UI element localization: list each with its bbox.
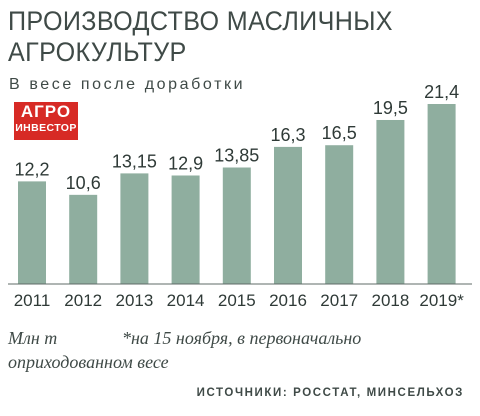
bar-2016: [274, 146, 302, 284]
value-label-2014: 12,9: [168, 153, 203, 173]
category-label-2019*: 2019*: [419, 291, 464, 310]
footnote-line-2: оприходованном весе: [8, 352, 169, 372]
value-label-2016: 16,3: [270, 125, 305, 145]
category-label-2011: 2011: [14, 291, 51, 310]
chart-title: ПРОИЗВОДСТВО МАСЛИЧНЫХ АГРОКУЛЬТУР: [8, 6, 422, 68]
value-label-2019*: 21,4: [424, 82, 459, 102]
value-label-2017: 16,5: [322, 123, 357, 143]
value-label-2018: 19,5: [373, 98, 408, 118]
units-note: Млн т: [8, 328, 58, 348]
bar-2013: [120, 173, 149, 284]
category-label-2012: 2012: [64, 291, 102, 310]
bar-2011: [18, 181, 46, 284]
category-label-2017: 2017: [320, 291, 358, 310]
logo-line-1: АГРО: [20, 102, 72, 121]
category-labels-group: 2011 2012 2013 2014 2015 2016 2017 2018 2019*: [14, 291, 464, 310]
value-label-2013: 13,15: [112, 151, 157, 171]
chart-subtitle: В весе после доработки: [9, 76, 246, 93]
bar-2017: [325, 145, 354, 284]
chart-title-line-2: АГРОКУЛЬТУР: [8, 37, 187, 67]
bar-2014: [171, 175, 200, 284]
value-labels-group: 12,2 10,6 13,15 12,9 13,85 16,3 16,5 19,5 21,4: [14, 82, 459, 193]
sources-note: ИСТОЧНИКИ: РОССТАТ, МИНСЕЛЬХОЗ: [196, 387, 464, 399]
value-label-2011: 12,2: [14, 159, 49, 179]
category-label-2013: 2013: [115, 291, 153, 310]
value-label-2015: 13,85: [214, 146, 259, 166]
category-label-2016: 2016: [269, 291, 307, 310]
category-label-2014: 2014: [167, 291, 205, 310]
bar-2019*: [427, 104, 456, 284]
chart-title-line-1: ПРОИЗВОДСТВО МАСЛИЧНЫХ: [8, 6, 393, 36]
bar-2012: [69, 194, 98, 284]
bar-chart: 12,2 10,6 13,15 12,9 13,85 16,3 16,5 19,5 21,4 2…: [8, 82, 472, 310]
bar-2018: [376, 119, 405, 284]
category-label-2015: 2015: [218, 291, 256, 310]
bar-2015: [222, 167, 251, 284]
category-label-2018: 2018: [371, 291, 409, 310]
bars-group: [18, 104, 456, 284]
agroinvestor-logo: АГРО ИНВЕСТОР: [14, 102, 78, 140]
logo-line-2: ИНВЕСТОР: [15, 122, 77, 134]
value-label-2012: 10,6: [66, 173, 101, 193]
footnote-line-1: *на 15 ноября, в первоначально: [122, 328, 362, 348]
